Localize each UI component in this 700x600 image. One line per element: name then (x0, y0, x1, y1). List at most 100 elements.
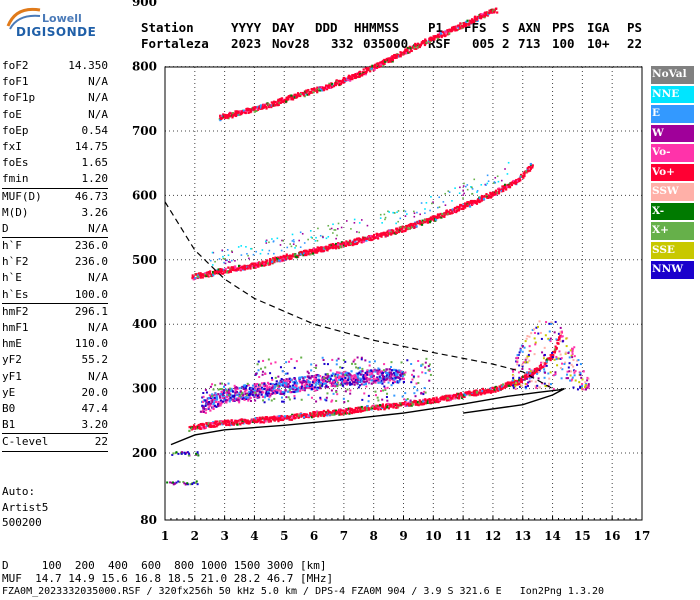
echo-point (513, 180, 516, 183)
echo-point (310, 363, 313, 366)
echo-point (515, 382, 518, 385)
echo-point (241, 267, 244, 270)
echo-point (380, 235, 383, 238)
echo-point (327, 245, 330, 249)
echo-point (522, 378, 525, 381)
echo-point (230, 387, 233, 391)
echo-point (311, 91, 314, 94)
echo-point (360, 356, 363, 359)
echo-point (297, 386, 300, 389)
echo-point (266, 387, 269, 390)
echo-point (459, 26, 462, 30)
echo-point (322, 359, 325, 362)
echo-point (412, 401, 415, 404)
echo-point (222, 393, 225, 396)
echo-point (314, 414, 317, 417)
echo-point (241, 385, 244, 389)
echo-point (393, 403, 397, 406)
echo-point (233, 394, 236, 397)
echo-point (254, 393, 258, 396)
echo-point (226, 393, 229, 396)
echo-point (213, 396, 216, 399)
echo-point (307, 393, 310, 396)
echo-point (384, 59, 387, 62)
echo-point (528, 368, 531, 371)
echo-point (348, 377, 352, 381)
echo-point (319, 87, 322, 91)
echo-point (462, 204, 465, 208)
echo-point (266, 381, 270, 384)
echo-point (287, 96, 290, 99)
echo-point (340, 379, 344, 382)
echo-point (255, 250, 257, 253)
echo-point (512, 377, 515, 380)
echo-point (353, 381, 356, 384)
echo-point (471, 186, 473, 189)
echo-point (406, 397, 409, 400)
echo-point (341, 412, 344, 415)
echo-point (323, 377, 326, 380)
echo-point (259, 106, 263, 109)
echo-point (331, 379, 335, 382)
echo-point (178, 481, 181, 484)
echo-point (576, 363, 579, 366)
echo-point (316, 387, 319, 390)
echo-point (428, 221, 432, 224)
echo-point (369, 375, 372, 378)
echo-point (240, 268, 243, 271)
echo-point (226, 249, 229, 251)
echo-point (450, 394, 453, 397)
echo-point (343, 379, 346, 382)
echo-point (264, 416, 267, 419)
echo-point (226, 421, 229, 424)
echo-point (293, 414, 296, 418)
echo-point (493, 387, 496, 390)
echo-point (240, 254, 243, 256)
echo-point (413, 215, 416, 218)
echo-point (438, 206, 441, 208)
echo-point (290, 387, 293, 390)
echo-point (389, 379, 392, 382)
x-tick-label: 10 (425, 529, 442, 543)
echo-point (218, 395, 221, 398)
echo-point (316, 89, 319, 93)
echo-point (220, 268, 224, 271)
echo-point (362, 376, 365, 379)
echo-point (291, 416, 294, 419)
echo-point (444, 31, 447, 34)
echo-point (549, 383, 552, 386)
echo-point (241, 421, 244, 425)
echo-point (219, 114, 222, 117)
echo-point (446, 397, 449, 400)
echo-point (370, 379, 373, 382)
echo-point (388, 371, 391, 374)
auto-scaling-info: Auto: Artist5 500200 (2, 484, 48, 531)
echo-point (352, 242, 356, 246)
echo-point (402, 230, 405, 233)
echo-point (204, 399, 207, 402)
echo-point (367, 407, 370, 410)
echo-point (481, 195, 484, 198)
param-row: hmE 110.0 (2, 336, 108, 352)
echo-point (528, 375, 531, 378)
legend-item: X+ (651, 222, 694, 240)
echo-point (342, 397, 345, 400)
echo-point (436, 398, 439, 401)
echo-point (234, 419, 237, 422)
echo-point (281, 382, 284, 386)
echo-point (305, 90, 308, 93)
echo-point (509, 383, 513, 387)
echo-point (454, 395, 458, 398)
param-row: hmF1 N/A (2, 320, 108, 336)
echo-point (220, 420, 223, 423)
echo-point (250, 387, 253, 390)
echo-point (299, 253, 302, 256)
echo-point (253, 395, 256, 399)
echo-point (338, 371, 341, 375)
header-value-3: 332 (331, 36, 354, 51)
echo-point (578, 381, 581, 384)
echo-point (276, 237, 279, 240)
echo-point (206, 403, 210, 406)
echo-point (184, 483, 187, 486)
echo-point (281, 239, 283, 242)
